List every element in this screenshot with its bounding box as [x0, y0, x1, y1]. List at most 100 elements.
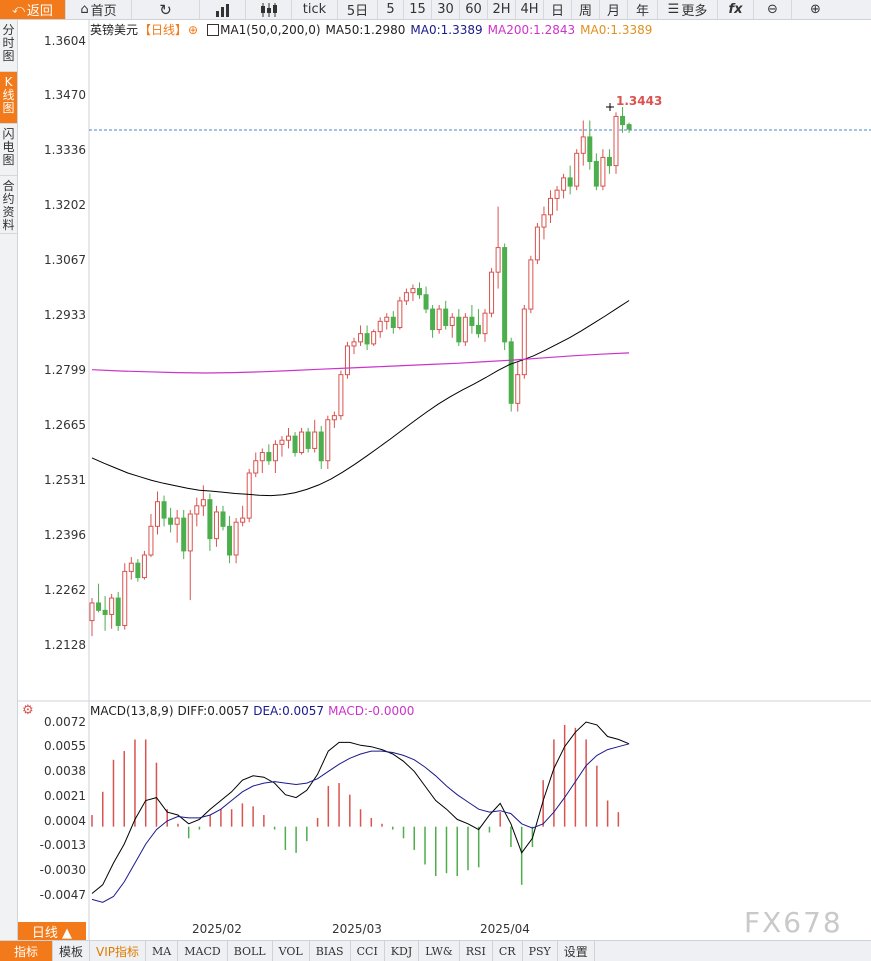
- candle-body: [155, 501, 160, 527]
- tab-vol[interactable]: VOL: [273, 941, 310, 961]
- period-week[interactable]: 周: [572, 0, 600, 19]
- zoom-out-button[interactable]: ⊖: [754, 0, 792, 19]
- tab-templates[interactable]: 模板: [53, 941, 91, 961]
- candle-body: [181, 517, 187, 552]
- candle-body: [259, 452, 265, 462]
- tab-lw[interactable]: LW&: [419, 941, 460, 961]
- tab-kdj[interactable]: KDJ: [385, 941, 420, 961]
- price-tick: 1.2128: [44, 638, 86, 652]
- more-label: 更多: [681, 4, 708, 19]
- candle-body: [626, 124, 632, 130]
- period-5d[interactable]: 5日: [338, 0, 378, 19]
- tab-macd[interactable]: MACD: [178, 941, 228, 961]
- period-label: 60: [465, 2, 482, 17]
- candle-body: [266, 452, 272, 462]
- period-label: 日: [550, 4, 564, 19]
- home-button[interactable]: ⌂ 首页: [66, 0, 132, 19]
- x-axis-label: 2025/02: [192, 922, 242, 936]
- macd-tick: -0.0030: [39, 863, 86, 877]
- period-60[interactable]: 60: [460, 0, 488, 19]
- candlestick-icon: [260, 2, 277, 17]
- sidebar-item-kline[interactable]: K线图: [0, 72, 17, 124]
- candle-body: [135, 562, 141, 579]
- zoom-in-icon: ⊕: [810, 2, 821, 17]
- ma200-value: MA200:1.2843: [487, 22, 576, 37]
- candle-body: [587, 136, 593, 163]
- macd-legend: MACD(13,8,9) DIFF:0.0057 DEA:0.0057 MACD…: [90, 704, 414, 718]
- tab-cr[interactable]: CR: [493, 941, 523, 961]
- candle-body: [318, 431, 324, 462]
- period-30[interactable]: 30: [432, 0, 460, 19]
- macd-settings-icon[interactable]: ⚙: [22, 703, 34, 718]
- zoom-out-icon: ⊖: [767, 2, 778, 17]
- candle-body: [246, 472, 252, 519]
- refresh-button[interactable]: ↻: [132, 0, 200, 19]
- candles-group: [89, 106, 632, 637]
- tab-settings[interactable]: 设置: [558, 941, 595, 961]
- period-label: 15: [409, 2, 426, 17]
- tab-vip-indicators[interactable]: VIP指标: [90, 941, 147, 961]
- price-tick: 1.2665: [44, 418, 86, 432]
- macd-tick: -0.0047: [39, 888, 86, 902]
- candle-body: [489, 271, 495, 314]
- candle-body: [364, 333, 370, 345]
- menu-icon: ☰: [667, 2, 680, 17]
- tab-cci[interactable]: CCI: [351, 941, 385, 961]
- tab-ma[interactable]: MA: [146, 941, 179, 961]
- candle-body: [495, 247, 501, 273]
- x-axis-label: 2025/04: [480, 922, 530, 936]
- candle-body: [410, 288, 416, 294]
- ma50-value: MA50:1.2980: [325, 22, 406, 37]
- sidebar-item-contract-info[interactable]: 合约资料: [0, 176, 17, 234]
- macd-title: MACD(13,8,9): [90, 704, 174, 718]
- candle-body: [338, 374, 344, 417]
- zoom-in-button[interactable]: ⊕: [792, 0, 839, 19]
- sidebar-item-timeshare[interactable]: 分时图: [0, 20, 17, 72]
- candle-body: [96, 602, 102, 611]
- candle-body: [331, 415, 337, 421]
- ma-params: MA1(50,0,200,0): [220, 22, 321, 37]
- back-button[interactable]: ⤺ 返回: [0, 0, 66, 19]
- candlestick-button[interactable]: [246, 0, 292, 19]
- candle-body: [534, 226, 540, 261]
- price-tick: 1.2933: [44, 308, 86, 322]
- more-button[interactable]: ☰ 更多: [658, 0, 718, 19]
- candle-body: [469, 316, 475, 326]
- period-2h[interactable]: 2H: [488, 0, 516, 19]
- tab-psy[interactable]: PSY: [523, 941, 558, 961]
- candle-body: [548, 197, 553, 216]
- price-tick: 1.2531: [44, 473, 86, 487]
- tick-button[interactable]: tick: [292, 0, 338, 19]
- tab-indicators[interactable]: 指标: [0, 941, 53, 961]
- add-indicator-icon[interactable]: ⊕: [188, 22, 199, 37]
- period-month[interactable]: 月: [600, 0, 628, 19]
- candle-body: [600, 156, 606, 187]
- x-axis-label: 2025/03: [332, 922, 382, 936]
- candle-body: [541, 214, 547, 228]
- bar-chart-icon: [215, 3, 229, 17]
- price-tick: 1.3336: [44, 143, 86, 157]
- period-4h[interactable]: 4H: [516, 0, 544, 19]
- candle-body: [515, 374, 521, 404]
- formula-button[interactable]: fx: [718, 0, 754, 19]
- tab-boll[interactable]: BOLL: [228, 941, 273, 961]
- watermark: FX678: [744, 906, 843, 939]
- period-year[interactable]: 年: [628, 0, 658, 19]
- candle-body: [397, 300, 403, 329]
- period-selector-button[interactable]: 日线 ▲: [18, 922, 86, 941]
- candle-body: [377, 320, 383, 333]
- period-day[interactable]: 日: [544, 0, 572, 19]
- ma-settings-icon[interactable]: [207, 23, 220, 36]
- tab-bias[interactable]: BIAS: [310, 941, 351, 961]
- sidebar-item-flash-chart[interactable]: 闪电图: [0, 124, 17, 176]
- macd-histogram: [91, 724, 620, 885]
- chart-legend: 英镑美元 【日线】 ⊕ MA1(50,0,200,0) MA50:1.2980 …: [90, 21, 652, 38]
- bar-chart-button[interactable]: [200, 0, 246, 19]
- candle-body: [148, 525, 154, 556]
- period-5[interactable]: 5: [378, 0, 404, 19]
- period-15[interactable]: 15: [404, 0, 432, 19]
- candle-body: [213, 511, 219, 540]
- ma200-line: [91, 352, 630, 374]
- tab-rsi[interactable]: RSI: [460, 941, 493, 961]
